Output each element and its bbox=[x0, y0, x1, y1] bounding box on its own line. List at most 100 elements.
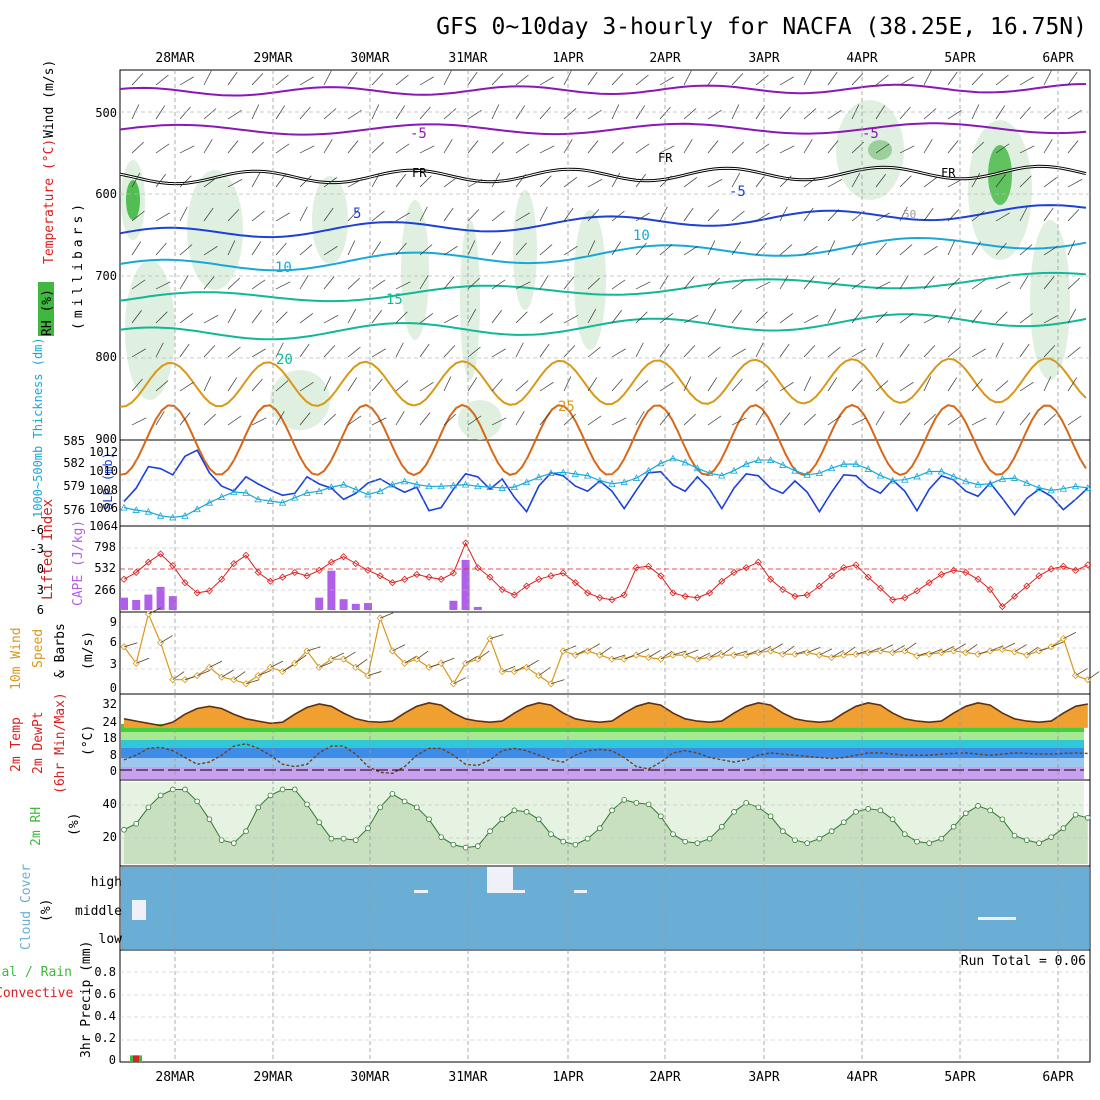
cloud-fill bbox=[121, 867, 1089, 949]
lifted-index-marker bbox=[742, 564, 750, 572]
thickness-marker bbox=[620, 478, 628, 486]
wind-barb bbox=[779, 313, 794, 324]
wind10-marker bbox=[340, 655, 348, 663]
wind-barb bbox=[371, 279, 386, 290]
wind-barb bbox=[611, 417, 627, 426]
cloud-background bbox=[121, 867, 1089, 949]
thickness-marker bbox=[217, 493, 226, 500]
thickness-marker bbox=[278, 498, 287, 506]
cape-bar bbox=[461, 559, 470, 610]
wind-barb bbox=[899, 275, 909, 290]
wind-barb bbox=[155, 212, 170, 222]
temp2m-tick: 8 bbox=[110, 748, 117, 762]
lifted-index-marker bbox=[1059, 562, 1067, 570]
lifted-index-marker bbox=[1035, 572, 1043, 580]
precip-tick: 0.2 bbox=[94, 1031, 116, 1045]
wind-barb bbox=[467, 240, 476, 256]
wind-barb bbox=[611, 241, 622, 256]
wind-barb bbox=[299, 343, 310, 358]
ytick-label: 700 bbox=[95, 269, 117, 283]
wind-barb bbox=[1019, 145, 1035, 154]
thickness-marker bbox=[669, 454, 677, 462]
rh2m-marker bbox=[877, 807, 884, 814]
rh-shade bbox=[1030, 220, 1070, 380]
wind-barb bbox=[875, 143, 890, 154]
wind10-barb bbox=[380, 612, 394, 619]
wind-barb bbox=[635, 143, 650, 154]
rh2m-marker bbox=[291, 786, 298, 793]
lifted-index-marker bbox=[462, 539, 470, 547]
isotherm-15 bbox=[119, 271, 1087, 303]
thickness-marker bbox=[388, 480, 397, 488]
wind-barb bbox=[299, 106, 311, 120]
wind-barb bbox=[419, 145, 435, 154]
rh2m-tick: 20 bbox=[103, 830, 117, 844]
rh2m-marker bbox=[840, 819, 847, 826]
lifted-index-marker bbox=[474, 564, 482, 572]
wind-barb bbox=[467, 71, 478, 86]
wind-barb bbox=[683, 314, 699, 324]
wind-barb bbox=[923, 139, 933, 154]
wind-barb bbox=[299, 206, 308, 222]
wind-barb bbox=[851, 310, 862, 324]
wind-barb bbox=[827, 178, 843, 188]
wind10-marker bbox=[913, 652, 921, 660]
thickness-marker bbox=[840, 460, 848, 468]
rh2m-marker bbox=[767, 813, 774, 820]
wind-barb bbox=[1043, 207, 1054, 222]
thickness-marker bbox=[998, 475, 1007, 482]
wind-barb bbox=[683, 177, 698, 188]
wind-barb bbox=[275, 281, 291, 290]
wind-barb bbox=[203, 276, 215, 290]
lifted-index-marker bbox=[596, 594, 604, 602]
slp-right-tick: 1064 bbox=[89, 519, 118, 533]
wind10-marker bbox=[279, 667, 287, 676]
wind-barb bbox=[707, 415, 722, 426]
thickness-marker bbox=[205, 498, 214, 506]
wind10-marker bbox=[974, 650, 982, 658]
rh2m-marker bbox=[182, 786, 188, 793]
lifted-index-marker bbox=[144, 558, 152, 566]
rh2m-marker bbox=[743, 800, 749, 806]
wind-barb bbox=[827, 346, 841, 358]
lifted-index-marker bbox=[437, 575, 445, 583]
rh2m-marker bbox=[816, 835, 823, 842]
lifted-index-marker bbox=[254, 568, 262, 576]
wind-barb bbox=[971, 210, 985, 222]
wind10-label-b: Speed bbox=[31, 629, 46, 668]
wind-barb bbox=[851, 279, 866, 290]
wind-barb bbox=[539, 106, 551, 120]
thickness-marker bbox=[815, 469, 824, 477]
wind-barb bbox=[539, 382, 554, 392]
wind-barb bbox=[203, 246, 218, 256]
lifted-index-marker bbox=[1011, 592, 1019, 600]
rh2m-label: 2m RH bbox=[29, 807, 44, 846]
wind10-barb bbox=[1051, 641, 1065, 648]
rh2m-marker bbox=[792, 837, 798, 843]
wind-barb bbox=[587, 140, 599, 154]
wind-barb bbox=[707, 209, 720, 222]
thickness-marker bbox=[644, 466, 653, 474]
date-label: 30MAR bbox=[350, 51, 389, 66]
wind-barb bbox=[203, 108, 217, 120]
wind-barb bbox=[683, 108, 697, 120]
thickness-marker bbox=[510, 483, 519, 490]
rh2m-marker bbox=[670, 831, 676, 837]
lifted-index-marker bbox=[547, 572, 555, 580]
wind-barb bbox=[395, 212, 410, 222]
lifted-index-label: Lifted Index bbox=[40, 499, 56, 600]
wind-barb bbox=[491, 310, 502, 324]
wind-barb bbox=[731, 417, 747, 426]
slp-left-tick: 582 bbox=[63, 456, 85, 470]
wind-barb bbox=[1019, 175, 1032, 188]
wind-barb bbox=[827, 110, 842, 120]
thickness-marker bbox=[303, 489, 311, 496]
wind-barb bbox=[611, 378, 623, 392]
wind-barb bbox=[251, 417, 267, 426]
rh2m-marker bbox=[596, 825, 603, 832]
thickness-marker bbox=[156, 511, 165, 519]
date-label: 4APR bbox=[846, 51, 877, 66]
temp2m-label-a: 2m Temp bbox=[9, 717, 24, 772]
band-lightgreen bbox=[121, 732, 1084, 740]
